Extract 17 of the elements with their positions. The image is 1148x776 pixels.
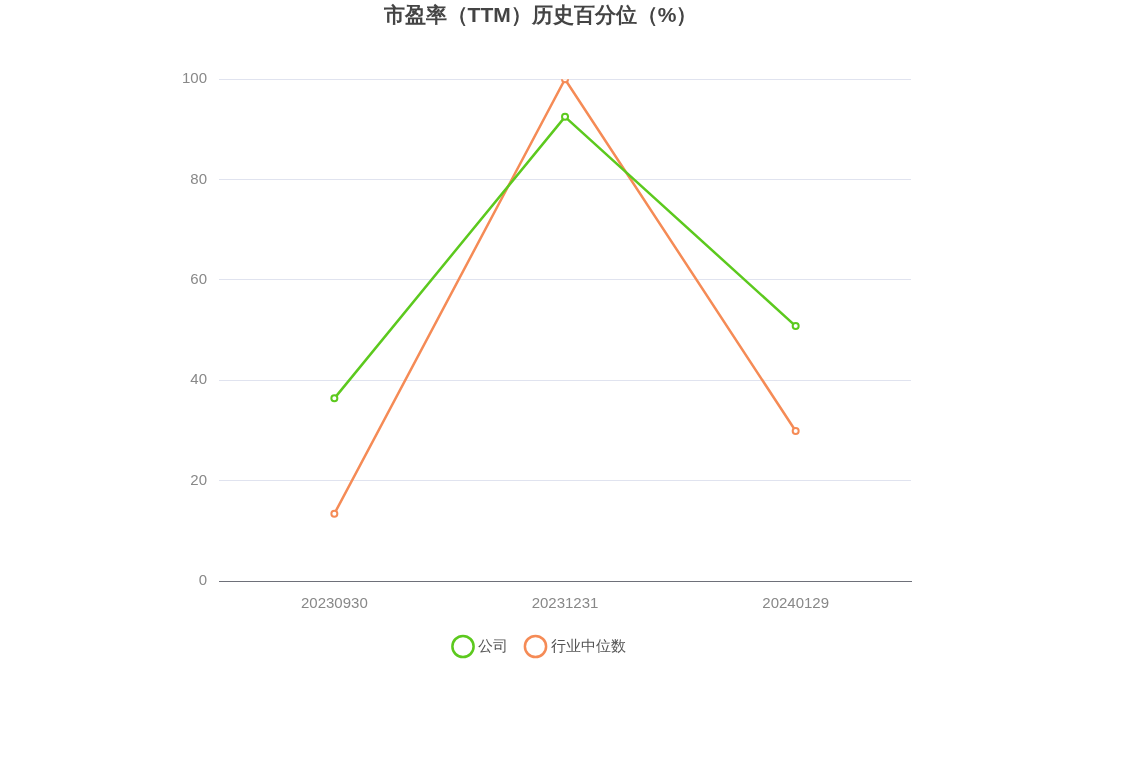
y-tick-label: 100 xyxy=(182,69,208,87)
legend-label: 行业中位数 xyxy=(550,636,626,654)
y-tick-label: 40 xyxy=(190,370,208,388)
chart-title: 市盈率（TTM）历史百分位（%） xyxy=(382,3,698,27)
point xyxy=(330,394,339,403)
x-tick-label: 20231231 xyxy=(531,594,599,612)
point xyxy=(791,322,800,331)
x-tick-label: 20240129 xyxy=(762,594,830,612)
y-tick-label: 60 xyxy=(190,270,208,288)
y-tick-label: 80 xyxy=(190,169,208,187)
point xyxy=(791,426,800,435)
point xyxy=(330,509,339,518)
y-tick-label: 20 xyxy=(190,470,208,488)
y-tick-label: 0 xyxy=(198,571,208,589)
point xyxy=(561,112,570,121)
x-tick-label: 20230930 xyxy=(300,594,368,612)
legend-label: 公司 xyxy=(478,636,508,654)
